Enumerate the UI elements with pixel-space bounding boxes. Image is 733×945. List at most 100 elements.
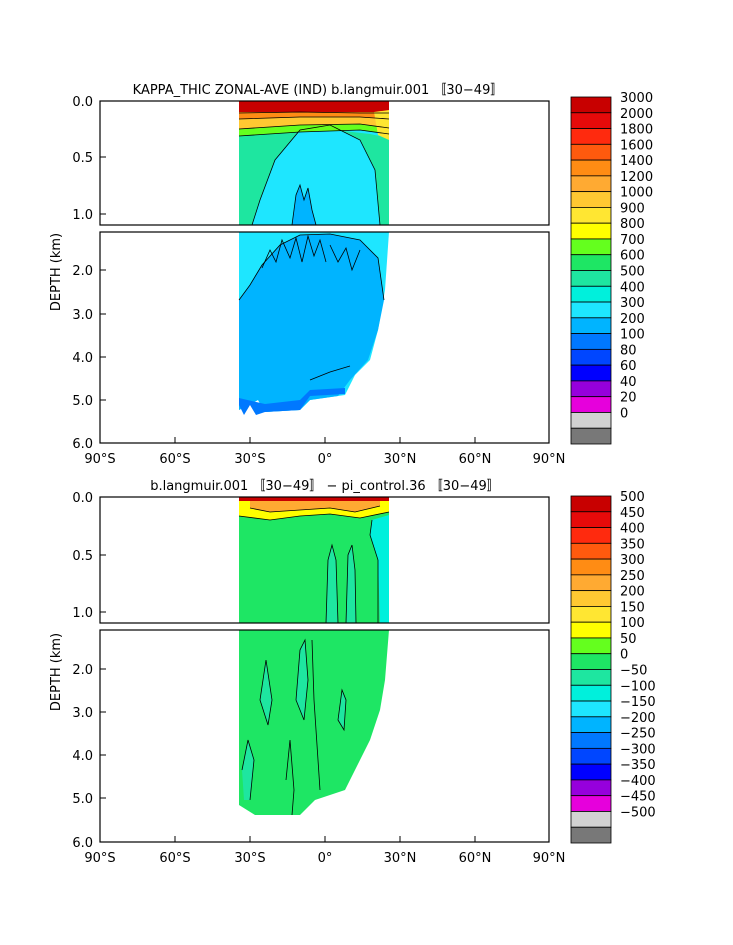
colorbar-swatch bbox=[570, 238, 612, 256]
y-tick-label: 4.0 bbox=[72, 351, 93, 366]
colorbar-label: −50 bbox=[620, 664, 647, 679]
colorbar-swatch bbox=[570, 128, 612, 145]
field-upper-1 bbox=[238, 101, 390, 225]
colorbar-label: 450 bbox=[620, 506, 645, 521]
y-axis-1 bbox=[100, 100, 106, 401]
colorbar-swatch bbox=[570, 590, 612, 607]
y-tick-label: 6.0 bbox=[72, 437, 93, 452]
x-tick-label: 90°N bbox=[533, 851, 566, 866]
colorbar-swatch bbox=[570, 380, 612, 398]
colorbar-label: −250 bbox=[620, 727, 656, 742]
colorbar-label: 500 bbox=[620, 490, 645, 505]
colorbar-swatch bbox=[570, 763, 612, 781]
field-upper-2-cyan-col-a bbox=[326, 545, 338, 623]
colorbar-label: −500 bbox=[620, 805, 656, 820]
field-upper-1-band-1000 bbox=[239, 116, 389, 129]
x-axis-2 bbox=[174, 836, 476, 842]
colorbar-swatch bbox=[570, 396, 612, 413]
plot-frame-upper-2 bbox=[99, 496, 550, 624]
field-lower-1-band-300 bbox=[239, 234, 384, 412]
y-tick-labels-2: 0.0 0.5 1.0 2.0 3.0 4.0 5.0 6.0 bbox=[72, 491, 93, 851]
colorbar-swatch bbox=[570, 254, 612, 271]
colorbar-label: 150 bbox=[620, 600, 645, 615]
colorbar-swatch bbox=[570, 700, 612, 718]
colorbar-1: 3000200018001600140012001000900800700600… bbox=[570, 91, 653, 445]
colorbar-label: 500 bbox=[620, 265, 645, 280]
colorbar-label: 100 bbox=[620, 616, 645, 631]
y-tick-label: 0.5 bbox=[72, 151, 93, 166]
colorbar-swatch bbox=[570, 112, 612, 129]
y-tick-label: 5.0 bbox=[72, 792, 93, 807]
colorbar-label: 1600 bbox=[620, 138, 653, 153]
y-axis-2 bbox=[100, 496, 106, 799]
y-tick-labels-1: 0.0 0.5 1.0 2.0 3.0 4.0 5.0 6.0 bbox=[72, 95, 93, 452]
colorbar-swatch bbox=[570, 606, 612, 623]
colorbar-swatch bbox=[570, 333, 612, 350]
x-axis-1 bbox=[174, 437, 476, 443]
colorbar-label: −350 bbox=[620, 758, 656, 773]
chart-title-2: b.langmuir.001 〚30−49〛 − pi_control.36 〚… bbox=[150, 479, 500, 494]
y-tick-label: 3.0 bbox=[72, 308, 93, 323]
colorbar-swatch bbox=[570, 285, 612, 303]
colorbar-label: 20 bbox=[620, 391, 637, 406]
x-tick-labels-2: 90°S 60°S 30°S 0° 30°N 60°N 90°N bbox=[84, 851, 565, 866]
colorbar-label: 80 bbox=[620, 343, 637, 358]
y-tick-label: 6.0 bbox=[72, 836, 93, 851]
x-tick-label: 30°S bbox=[234, 851, 265, 866]
y-tick-label: 0.0 bbox=[72, 95, 93, 110]
x-tick-label: 30°S bbox=[234, 452, 265, 467]
colorbar-label: 800 bbox=[620, 217, 645, 232]
x-tick-label: 60°N bbox=[459, 452, 492, 467]
colorbar-label: 200 bbox=[620, 585, 645, 600]
field-lower-2 bbox=[239, 630, 389, 816]
colorbar-label: 40 bbox=[620, 375, 637, 390]
colorbar-swatch bbox=[570, 653, 612, 670]
colorbar-swatch bbox=[570, 826, 612, 844]
colorbar-label: 250 bbox=[620, 569, 645, 584]
colorbar-label: 900 bbox=[620, 201, 645, 216]
field-upper-2-top bbox=[239, 497, 389, 501]
y-tick-label: 3.0 bbox=[72, 706, 93, 721]
colorbar-swatch bbox=[570, 795, 612, 812]
colorbar-label: 1800 bbox=[620, 123, 653, 138]
field-lower-2-cyan-patch-d bbox=[338, 690, 346, 730]
colorbar-label: 60 bbox=[620, 359, 637, 374]
colorbar-label: 1400 bbox=[620, 154, 653, 169]
colorbar-label: 200 bbox=[620, 312, 645, 327]
colorbar-label: −300 bbox=[620, 742, 656, 757]
colorbar-label: 300 bbox=[620, 296, 645, 311]
field-lower-2-contours bbox=[241, 638, 347, 816]
y-axis-label-2: DEPTH (km) bbox=[49, 633, 64, 711]
colorbar-swatch bbox=[570, 427, 612, 445]
field-upper-2-cyan-col-b bbox=[346, 545, 356, 623]
colorbar-swatch bbox=[570, 96, 612, 114]
colorbar-swatch bbox=[570, 348, 612, 366]
colorbar-label: −450 bbox=[620, 790, 656, 805]
field-lower-2-cyan-patch-c bbox=[296, 640, 308, 720]
colorbar-swatch bbox=[570, 779, 612, 797]
x-tick-label: 60°S bbox=[159, 851, 190, 866]
field-upper-2-orange-band bbox=[250, 500, 380, 512]
x-tick-label: 30°N bbox=[384, 452, 417, 467]
colorbar-swatch bbox=[570, 412, 612, 429]
plot-frame-upper-1 bbox=[99, 100, 550, 226]
colorbar-swatch bbox=[570, 175, 612, 193]
colorbar-2: 500450400350300250200150100500−50−100−15… bbox=[570, 490, 656, 844]
colorbar-swatch bbox=[570, 574, 612, 592]
field-upper-1-contours bbox=[238, 111, 390, 225]
x-tick-label: 30°N bbox=[384, 851, 417, 866]
colorbar-label: 1000 bbox=[620, 186, 653, 201]
y-tick-label: 5.0 bbox=[72, 394, 93, 409]
x-tick-label: 90°S bbox=[84, 851, 115, 866]
y-axis-label-1: DEPTH (km) bbox=[49, 233, 64, 311]
field-lower-2-base bbox=[239, 630, 389, 815]
colorbar-label: 2000 bbox=[620, 107, 653, 122]
colorbar-label: 100 bbox=[620, 328, 645, 343]
y-tick-label: 0.5 bbox=[72, 549, 93, 564]
field-lower-1-contours bbox=[238, 233, 385, 381]
colorbar-label: −400 bbox=[620, 774, 656, 789]
field-upper-1-band-2000 bbox=[239, 101, 389, 112]
panel-1: KAPPA_THIC ZONAL-AVE (IND) b.langmuir.00… bbox=[49, 83, 653, 467]
colorbar-swatch bbox=[570, 495, 612, 513]
